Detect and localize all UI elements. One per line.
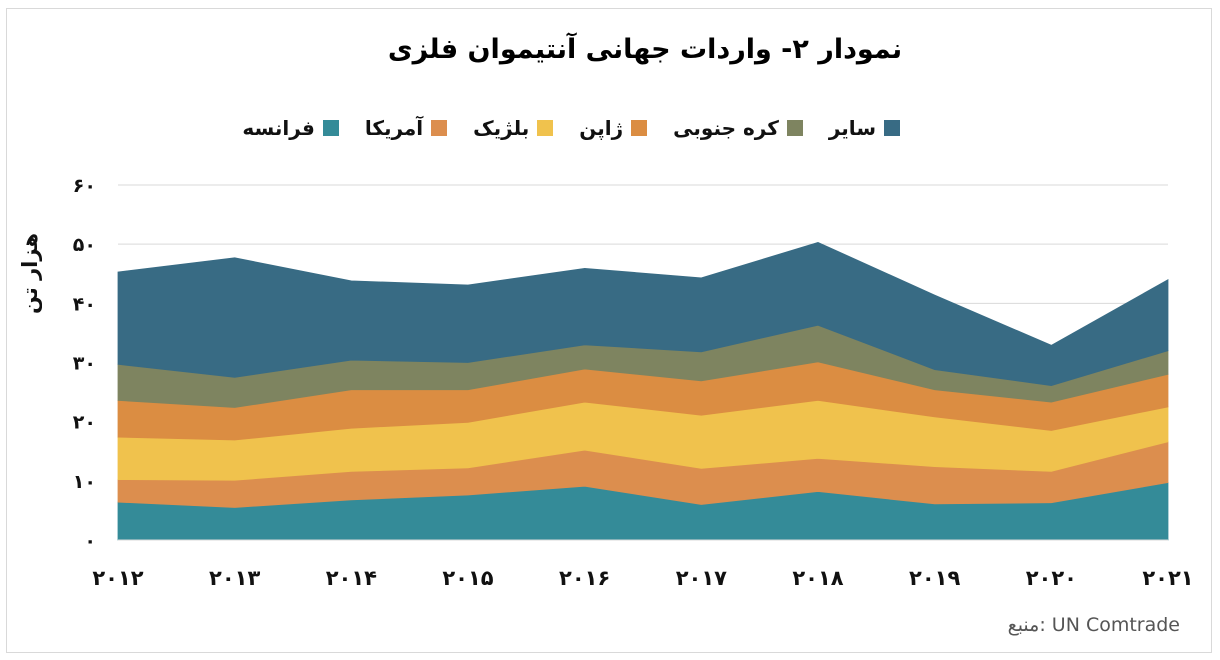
y-tick-label-60: ۶۰ [73, 175, 96, 197]
legend-label-france: فرانسه [242, 116, 315, 140]
source-note: منبع: UN Comtrade [1007, 614, 1180, 636]
legend-label-usa: آمریکا [364, 116, 424, 140]
legend-item-other: سایر [829, 116, 900, 140]
chart-title: نمودار ۲- واردات جهانی آنتیموان فلزی [387, 34, 903, 65]
x-tick-label-2013: ۲۰۱۳ [209, 566, 260, 590]
legend-item-japan: ژاپن [579, 116, 648, 140]
x-tick-label-2021: ۲۰۲۱ [1142, 566, 1193, 590]
x-tick-label-2017: ۲۰۱۷ [676, 566, 727, 590]
legend-swatch-belgium [537, 120, 554, 136]
legend-item-belgium: بلژیک [473, 116, 554, 140]
y-tick-label-10: ۱۰ [73, 471, 96, 493]
legend-swatch-south-korea [786, 120, 803, 136]
legend-item-usa: آمریکا [364, 116, 448, 140]
y-tick-label-40: ۴۰ [73, 293, 96, 315]
y-tick-label-0: ۰ [84, 530, 96, 552]
legend-label-south-korea: کره جنوبی [673, 116, 779, 140]
x-tick-label-2014: ۲۰۱۴ [326, 566, 377, 590]
x-tick-label-2020: ۲۰۲۰ [1026, 566, 1077, 590]
chart-legend: فرانسه آمریکا بلژیک ژاپن کره جنوبی سایر [242, 116, 900, 140]
y-tick-label-30: ۳۰ [73, 353, 96, 375]
legend-swatch-france [322, 120, 339, 136]
legend-swatch-japan [631, 120, 648, 136]
legend-swatch-usa [431, 120, 448, 136]
x-tick-label-2018: ۲۰۱۸ [792, 566, 843, 590]
x-tick-label-2016: ۲۰۱۶ [559, 566, 610, 590]
x-tick-label-2012: ۲۰۱۲ [92, 566, 143, 590]
legend-label-belgium: بلژیک [473, 116, 530, 140]
y-tick-label-50: ۵۰ [73, 234, 96, 256]
area-series-5 [117, 241, 1169, 387]
legend-label-japan: ژاپن [579, 116, 624, 140]
y-tick-label-20: ۲۰ [73, 412, 96, 434]
x-tick-label-2019: ۲۰۱۹ [909, 566, 960, 590]
legend-item-south-korea: کره جنوبی [673, 116, 803, 140]
legend-item-france: فرانسه [242, 116, 339, 140]
x-tick-label-2015: ۲۰۱۵ [442, 566, 493, 590]
legend-swatch-other [884, 120, 900, 136]
legend-label-other: سایر [828, 116, 876, 140]
